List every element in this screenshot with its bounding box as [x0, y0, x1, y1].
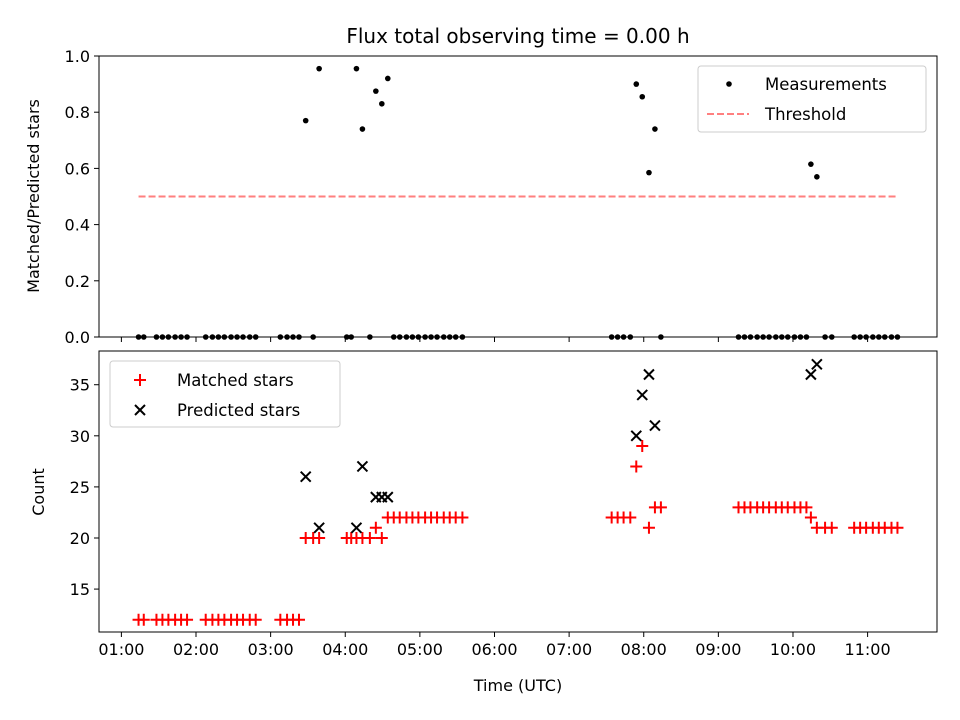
count-x-tick-label: 10:00 — [770, 640, 816, 659]
ratio-axes: 0.0 0.2 0.4 0.6 0.8 1.0 — [65, 47, 938, 347]
predicted-stars-point — [382, 491, 394, 503]
count-x-tick-label: 09:00 — [695, 640, 741, 659]
ratio-y-tick-label: 0.0 — [65, 328, 90, 347]
measurements-point — [808, 161, 814, 167]
measurements-point — [353, 65, 360, 72]
measurements-point — [302, 117, 309, 124]
predicted-stars-point — [636, 389, 648, 401]
matched-stars-point — [181, 613, 194, 626]
count-plot-frame — [98, 350, 938, 633]
count-axes: 15 20 25 30 35 01:00 02:00 03:00 04:00 05:00 06:00… — [70, 350, 938, 659]
predicted-stars-point — [313, 522, 325, 534]
matched-stars-point — [825, 521, 838, 534]
matched-stars-point — [624, 511, 637, 524]
predicted-stars-point — [299, 470, 312, 483]
count-panel: Count Time (UTC) 15 20 25 30 35 01:00 02:00 03:… — [29, 350, 938, 695]
ratio-y-tick-label: 0.8 — [65, 103, 90, 122]
x-axis-label: Time (UTC) — [473, 676, 562, 695]
matched-stars-point — [456, 511, 469, 524]
count-x-tick-label: 03:00 — [248, 640, 294, 659]
measurements-point — [359, 126, 366, 132]
matched-stars-point — [375, 531, 388, 544]
measurements-point — [379, 100, 385, 107]
matched-stars-point — [249, 613, 262, 626]
count-y-tick-label: 25 — [70, 478, 90, 497]
measurements-point — [652, 126, 658, 132]
matched-stars-point — [313, 531, 326, 544]
legend-matched-marker — [134, 374, 146, 386]
predicted-stars-point — [356, 460, 369, 473]
count-x-tick-label: 07:00 — [546, 640, 592, 659]
matched-stars-point — [800, 501, 813, 514]
measurements-point — [633, 81, 640, 87]
matched-stars-point — [891, 521, 904, 534]
predicted-stars-point — [811, 358, 823, 370]
count-x-tick-label: 05:00 — [397, 640, 443, 659]
measurements-point — [384, 75, 391, 82]
legend-predicted-label: Predicted stars — [177, 401, 300, 420]
predicted-stars-point — [350, 522, 363, 534]
matched-stars-point — [137, 613, 150, 626]
matched-stars-point — [363, 531, 376, 544]
matched-stars-point — [630, 460, 643, 473]
ratio-y-tick-label: 0.4 — [65, 216, 90, 235]
count-y-axis-label: Count — [29, 468, 48, 516]
matched-stars-point — [636, 440, 649, 453]
measurements-point — [814, 174, 820, 180]
count-x-tick-label: 04:00 — [322, 640, 368, 659]
count-y-tick-label: 35 — [70, 376, 90, 395]
matched-stars-point — [804, 511, 817, 524]
count-y-tick-label: 30 — [70, 427, 90, 446]
legend-measurements-label: Measurements — [765, 75, 887, 94]
legend-predicted-marker — [134, 404, 146, 416]
count-x-tick-label: 02:00 — [173, 640, 219, 659]
measurements-point — [646, 169, 652, 176]
legend-measurements-marker — [726, 81, 732, 87]
ratio-y-axis-label: Matched/Predicted stars — [24, 99, 43, 293]
ratio-y-tick-label: 1.0 — [65, 47, 90, 66]
count-y-tick-label: 15 — [70, 580, 90, 599]
measurements-point — [316, 65, 322, 72]
measurements-point — [373, 88, 379, 94]
count-y-tick-label: 20 — [70, 529, 90, 548]
predicted-stars-point — [643, 368, 655, 381]
matched-stars-point — [292, 613, 305, 626]
ratio-legend: Measurements Threshold — [697, 65, 927, 133]
count-x-tick-label: 11:00 — [845, 640, 891, 659]
ratio-panel: Flux total observing time = 0.00 h Match… — [24, 24, 938, 347]
count-legend: Matched stars Predicted stars — [109, 360, 341, 428]
matched-stars-point — [654, 501, 667, 514]
count-x-tick-label: 06:00 — [471, 640, 517, 659]
chart-title: Flux total observing time = 0.00 h — [346, 24, 689, 48]
matched-stars-point — [369, 521, 382, 534]
legend-matched-label: Matched stars — [177, 371, 294, 390]
legend-threshold-label: Threshold — [764, 105, 846, 124]
count-legend-box — [109, 360, 341, 428]
ratio-y-tick-label: 0.2 — [65, 272, 90, 291]
count-x-tick-label: 08:00 — [621, 640, 667, 659]
matched-stars-point — [642, 521, 655, 534]
ratio-y-tick-label: 0.6 — [65, 159, 90, 178]
predicted-stars-point — [630, 430, 642, 442]
predicted-stars-point — [805, 368, 817, 381]
predicted-stars-point — [649, 419, 661, 432]
count-x-tick-label: 01:00 — [98, 640, 144, 659]
measurements-point — [639, 93, 646, 100]
ratio-plot-frame — [98, 55, 938, 338]
count-marks — [132, 358, 904, 626]
ratio-legend-box — [697, 65, 927, 133]
